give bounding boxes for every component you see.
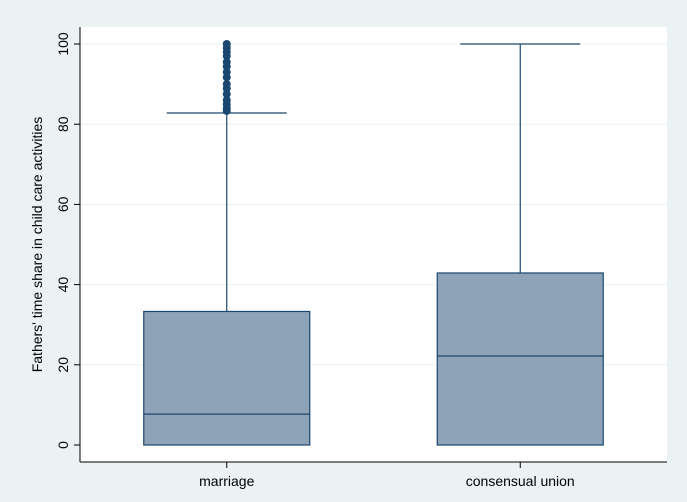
outlier-point [222,80,231,89]
y-axis-label: Fathers' time share in child care activi… [29,117,45,373]
y-tick-label: 100 [55,32,71,56]
y-tick-label: 60 [55,196,71,212]
boxes [143,40,604,446]
outlier-point [222,40,231,48]
y-tick-label: 20 [55,357,71,373]
outlier-point [222,90,231,99]
box-1 [143,40,311,446]
outlier-point [222,58,231,67]
x-tick-label: marriage [199,473,254,489]
outlier-point [222,96,231,105]
box-iqr [143,310,311,446]
y-axis: 0 20 40 60 80 100 [55,27,81,462]
box-2 [436,43,604,446]
x-tick-label: consensual union [466,473,575,489]
y-tick-label: 80 [55,116,71,132]
x-axis: marriage consensual union [80,461,667,489]
outlier-point [222,68,231,77]
y-tick-label: 40 [55,277,71,293]
y-tick-label: 0 [55,441,71,449]
box-iqr [436,272,604,446]
